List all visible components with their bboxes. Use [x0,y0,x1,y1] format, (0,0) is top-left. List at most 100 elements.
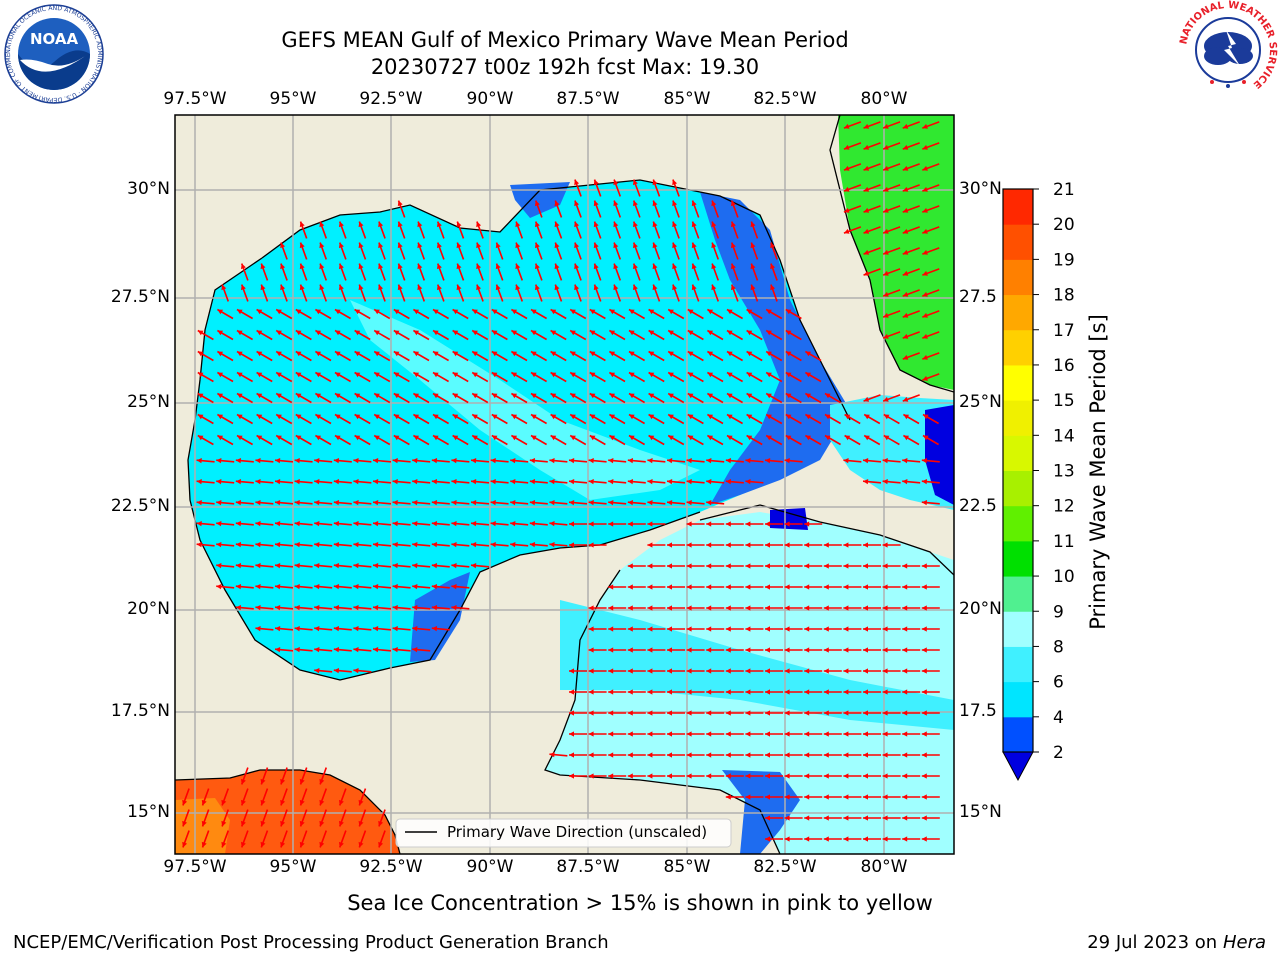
direction-arrow-head [805,435,812,441]
direction-arrow-head [725,731,731,737]
direction-arrow-head [294,647,300,653]
direction-arrow-head [647,605,653,611]
direction-arrow-head [570,393,576,399]
direction-arrow-head [765,584,770,590]
direction-arrow-head [276,372,282,378]
direction-arrow-head [299,778,305,785]
direction-arrow-head [902,479,908,485]
direction-arrow-head [412,605,418,611]
direction-arrow-head [843,794,849,800]
direction-arrow-head [882,689,888,695]
direction-arrow-head [843,144,850,150]
direction-arrow-head [648,309,655,315]
direction-arrow-head [511,414,518,420]
direction-arrow-head [431,563,438,569]
direction-arrow-head [902,815,908,821]
direction-arrow-head [393,435,400,441]
lat-tick-left: 27.5°N [110,287,170,307]
direction-arrow-head [843,815,849,821]
direction-arrow-head [417,242,423,249]
direction-arrow-head [921,815,927,821]
direction-arrow-head [825,414,831,420]
direction-arrow-head [921,584,927,590]
direction-arrow-head [784,668,790,674]
direction-arrow-head [711,242,717,249]
direction-arrow-head [299,263,305,270]
direction-arrow-head [784,731,790,737]
direction-arrow-head [825,435,831,441]
direction-arrow-head [765,731,770,737]
direction-arrow-head [235,500,242,506]
direction-arrow-head [529,458,536,464]
direction-arrow-head [354,372,361,378]
colorbar-segment [1003,435,1033,471]
direction-arrow-head [922,375,928,381]
direction-arrow-head [745,647,751,653]
direction-arrow-head [707,309,714,315]
direction-arrow-head [392,647,398,653]
direction-arrow-head [431,479,438,485]
direction-arrow-head [392,500,398,506]
direction-arrow-head [471,521,477,527]
direction-arrow-head [863,626,868,632]
direction-arrow-head [431,626,438,632]
direction-arrow-head [534,221,540,228]
wave-direction-arrows [182,121,940,848]
direction-arrow-head [413,309,420,315]
direction-arrow-head [882,563,888,569]
direction-arrow-head [647,710,653,716]
direction-arrow-head [412,563,418,569]
direction-arrow-head [707,435,714,441]
direction-arrow-head [730,284,736,291]
direction-arrow-head [333,563,340,569]
direction-arrow-head [667,563,672,569]
direction-arrow-head [549,500,555,506]
arrow-legend: Primary Wave Direction (unscaled) [395,818,732,848]
direction-arrow-head [256,393,263,399]
direction-arrow-head [431,542,438,548]
direction-arrow-head [515,263,521,270]
colorbar-tick-label: 14 [1053,426,1075,446]
direction-arrow-head [863,605,868,611]
direction-arrow-head [706,626,712,632]
direction-arrow-head [672,200,678,207]
direction-arrow-head [902,647,908,653]
direction-arrow-head [785,372,792,378]
lon-tick-top: 87.5°W [556,89,620,109]
direction-arrow-head [784,710,790,716]
direction-arrow-head [534,242,540,249]
direction-arrow-head [922,144,928,150]
direction-arrow-head [471,542,477,548]
map-frame [174,114,955,855]
direction-arrow-head [765,542,770,548]
direction-arrow-head [667,542,672,548]
direction-arrow-head [922,123,928,129]
direction-arrow-head [452,330,459,336]
run-date: 29 Jul 2023 on Hera [1087,932,1266,953]
direction-arrow-head [397,221,403,228]
direction-arrow-head [725,794,731,800]
direction-arrow-head [770,263,776,270]
direction-arrow-head [730,200,736,207]
direction-arrow-head [511,372,518,378]
lon-tick-top: 80°W [860,89,908,109]
direction-arrow-head [882,794,888,800]
colorbar-tick-label: 11 [1053,532,1075,552]
direction-arrow-head [589,351,596,357]
direction-arrow-head [280,778,286,785]
direction-arrow-head [882,479,888,485]
direction-arrow-head [629,414,635,420]
direction-arrow-head [686,542,692,548]
direction-arrow-head [476,263,482,270]
direction-arrow-head [687,435,694,441]
direction-arrow-head [255,500,261,506]
direction-arrow-head [843,207,850,213]
direction-arrow-head [921,794,927,800]
direction-arrow-head [353,626,359,632]
direction-arrow-head [652,179,658,186]
direction-arrow-head [672,179,678,186]
direction-arrow-head [392,605,398,611]
direction-arrow-head [588,668,594,674]
direction-arrow-head [221,841,227,848]
direction-arrow-head [725,773,731,779]
